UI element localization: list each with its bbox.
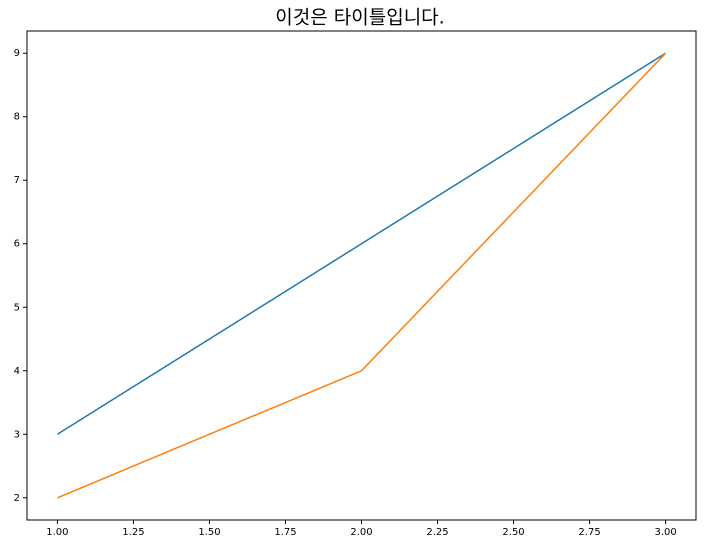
y-tick-label: 6 <box>14 239 20 250</box>
y-tick-label: 4 <box>14 366 20 377</box>
line <box>57 52 666 435</box>
x-tick-label: 1.50 <box>198 527 220 538</box>
chart-title: 이것은 타이틀입니다. <box>275 7 444 29</box>
x-tick-label: 2.50 <box>502 527 524 538</box>
y-tick-label: 3 <box>14 429 20 440</box>
x-tick-label: 3.00 <box>654 527 676 538</box>
x-tick-label: 2.75 <box>578 527 600 538</box>
line <box>57 52 667 499</box>
x-tick-label: 1.25 <box>122 527 144 538</box>
y-tick-label: 9 <box>14 48 20 59</box>
y-tick-label: 7 <box>14 175 20 186</box>
x-tick-label: 1.00 <box>46 527 68 538</box>
x-tick-label: 2.00 <box>350 527 372 538</box>
x-tick-label: 1.75 <box>274 527 296 538</box>
y-tick-label: 2 <box>14 493 20 504</box>
y-tick-label: 8 <box>14 112 20 123</box>
y-tick-label: 5 <box>14 302 20 313</box>
x-tick-label: 2.25 <box>426 527 448 538</box>
